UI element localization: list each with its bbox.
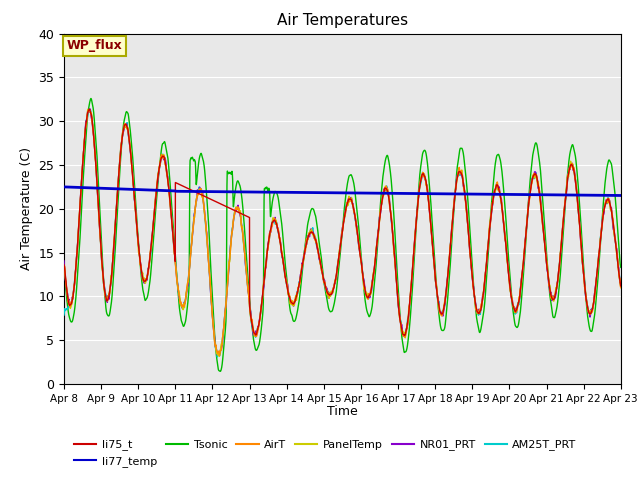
AirT: [161, 153, 168, 159]
AM25T_PRT: [86, 106, 93, 112]
PanelTemp: [617, 283, 625, 288]
AM25T_PRT: [436, 310, 444, 315]
AirT: [499, 215, 507, 221]
Tsonic: [322, 291, 330, 297]
Line: NR01_PRT: NR01_PRT: [64, 109, 621, 355]
PanelTemp: [216, 353, 223, 359]
X-axis label: Time: Time: [327, 405, 358, 418]
AirT: [468, 264, 476, 270]
AM25T_PRT: [60, 312, 68, 318]
li77_temp: [467, 191, 475, 197]
AM25T_PRT: [616, 280, 624, 286]
li75_t: [616, 281, 624, 287]
li77_temp: [436, 191, 444, 197]
NR01_PRT: [322, 286, 330, 291]
Tsonic: [499, 179, 507, 185]
Tsonic: [617, 264, 625, 270]
Tsonic: [216, 369, 224, 374]
AM25T_PRT: [617, 281, 625, 287]
Y-axis label: Air Temperature (C): Air Temperature (C): [20, 147, 33, 270]
AirT: [617, 285, 625, 291]
li75_t: [322, 285, 330, 291]
Title: Air Temperatures: Air Temperatures: [277, 13, 408, 28]
Tsonic: [87, 96, 95, 101]
AM25T_PRT: [322, 288, 330, 293]
Tsonic: [161, 139, 168, 144]
Line: li75_t: li75_t: [64, 109, 621, 336]
AM25T_PRT: [161, 156, 168, 161]
NR01_PRT: [60, 258, 68, 264]
li77_temp: [60, 184, 68, 190]
PanelTemp: [60, 264, 68, 270]
PanelTemp: [616, 281, 624, 287]
li75_t: [401, 333, 408, 338]
NR01_PRT: [161, 156, 168, 161]
NR01_PRT: [616, 279, 624, 285]
li77_temp: [617, 192, 625, 198]
PanelTemp: [322, 285, 330, 291]
li75_t: [60, 262, 68, 268]
Line: Tsonic: Tsonic: [64, 98, 621, 372]
Tsonic: [616, 262, 624, 268]
li77_temp: [160, 188, 168, 193]
AirT: [85, 107, 93, 113]
AirT: [322, 284, 330, 290]
li75_t: [436, 310, 444, 316]
NR01_PRT: [499, 212, 507, 218]
AirT: [216, 353, 223, 359]
li75_t: [468, 264, 476, 269]
AM25T_PRT: [214, 354, 221, 360]
Line: AirT: AirT: [64, 110, 621, 356]
Tsonic: [60, 269, 68, 275]
AirT: [436, 310, 444, 315]
Text: WP_flux: WP_flux: [67, 39, 122, 52]
PanelTemp: [499, 213, 507, 219]
Line: li77_temp: li77_temp: [64, 187, 621, 195]
Tsonic: [468, 252, 476, 258]
NR01_PRT: [617, 281, 625, 287]
NR01_PRT: [436, 309, 444, 314]
PanelTemp: [84, 107, 92, 112]
AM25T_PRT: [499, 216, 507, 222]
li77_temp: [499, 192, 506, 197]
PanelTemp: [436, 311, 444, 316]
li77_temp: [322, 190, 330, 195]
PanelTemp: [468, 263, 476, 268]
li75_t: [617, 283, 625, 289]
AM25T_PRT: [468, 264, 476, 270]
NR01_PRT: [468, 266, 476, 272]
NR01_PRT: [86, 106, 93, 112]
li75_t: [161, 155, 168, 160]
Line: AM25T_PRT: AM25T_PRT: [64, 109, 621, 357]
Legend: li75_t, li77_temp, Tsonic, AirT, PanelTemp, NR01_PRT, AM25T_PRT: li75_t, li77_temp, Tsonic, AirT, PanelTe…: [70, 435, 581, 471]
li77_temp: [616, 192, 624, 198]
AirT: [60, 264, 68, 270]
PanelTemp: [161, 153, 168, 159]
Tsonic: [436, 324, 444, 330]
AirT: [616, 282, 624, 288]
Line: PanelTemp: PanelTemp: [64, 109, 621, 356]
li75_t: [85, 106, 93, 112]
NR01_PRT: [213, 352, 221, 358]
li75_t: [499, 214, 507, 219]
